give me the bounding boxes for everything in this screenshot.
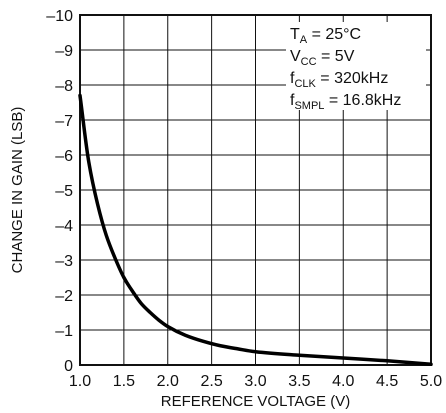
x-tick-label: 1.5 [113, 373, 135, 390]
y-tick-label: –9 [55, 43, 73, 60]
x-tick-label: 1.0 [69, 373, 91, 390]
annotation-line: fSMPL = 16.8kHz [290, 92, 401, 112]
y-tick-label: –7 [55, 113, 73, 130]
x-axis-label: REFERENCE VOLTAGE (V) [161, 393, 350, 410]
y-tick-label: 0 [64, 358, 73, 375]
x-tick-label: 2.0 [157, 373, 179, 390]
annotation-line: TA = 25°C [290, 26, 361, 46]
y-tick-label: –6 [55, 148, 73, 165]
annotation-bg [286, 44, 426, 66]
y-axis-label: CHANGE IN GAIN (LSB) [9, 107, 26, 274]
x-tick-label: 5.0 [420, 373, 442, 390]
annotation-line: fCLK = 320kHz [290, 70, 388, 90]
annotation-bg [286, 22, 426, 44]
y-tick-label: –8 [55, 78, 73, 95]
x-tick-label: 3.5 [288, 373, 310, 390]
y-tick-label: –4 [55, 218, 73, 235]
y-tick-label: –1 [55, 323, 73, 340]
annotation-bg [286, 88, 426, 110]
x-tick-label: 4.0 [332, 373, 354, 390]
y-tick-label: –10 [46, 8, 73, 25]
y-tick-label: –3 [55, 253, 73, 270]
y-tick-label: –5 [55, 183, 73, 200]
x-tick-label: 3.0 [244, 373, 266, 390]
y-tick-label: –2 [55, 288, 73, 305]
x-tick-label: 2.5 [201, 373, 223, 390]
plot-frame [79, 14, 432, 366]
annotation-line: VCC = 5V [290, 48, 355, 68]
series-line [78, 93, 433, 367]
x-tick-label: 4.5 [376, 373, 398, 390]
tick-labels: 1.0 1.5 2.0 2.5 3.0 3.5 4.0 4.5 5.0 0 –1 –2 –3 –4 –5 –6… [46, 8, 442, 390]
annotation-bg [286, 66, 426, 88]
